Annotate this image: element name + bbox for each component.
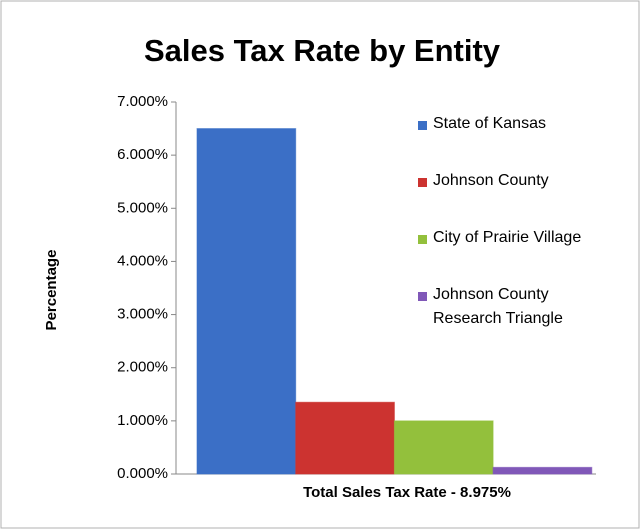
legend-item: State of Kansas	[418, 115, 546, 136]
legend-item: Johnson County Research Triangle	[418, 286, 618, 331]
legend-item: Johnson County	[418, 172, 549, 193]
bar	[196, 128, 297, 475]
y-tick-label: 5.000%	[117, 199, 168, 216]
y-tick-label: 2.000%	[117, 359, 168, 376]
y-tick-label: 1.000%	[117, 412, 168, 429]
y-tick-label: 7.000%	[117, 93, 168, 110]
x-tick-label: Total Sales Tax Rate - 8.975%	[303, 484, 511, 501]
y-tick-label: 0.000%	[117, 465, 168, 482]
legend-item: City of Prairie Village	[418, 229, 581, 250]
y-axis-label: Percentage	[43, 250, 60, 331]
legend-label: Johnson County Research Triangle	[433, 286, 563, 327]
legend-label: State of Kansas	[433, 115, 546, 132]
legend-swatch	[418, 292, 427, 301]
legend-label: Johnson County	[433, 172, 549, 189]
legend-swatch	[418, 178, 427, 187]
legend-label: City of Prairie Village	[433, 229, 582, 246]
bar	[492, 466, 593, 475]
chart-title: Sales Tax Rate by Entity	[144, 33, 501, 68]
legend-swatch	[418, 235, 427, 244]
legend-swatch	[418, 121, 427, 130]
y-tick-label: 4.000%	[117, 252, 168, 269]
y-tick-label: 6.000%	[117, 146, 168, 163]
bar	[295, 401, 395, 475]
bar	[393, 420, 494, 475]
y-tick-label: 3.000%	[117, 306, 168, 323]
